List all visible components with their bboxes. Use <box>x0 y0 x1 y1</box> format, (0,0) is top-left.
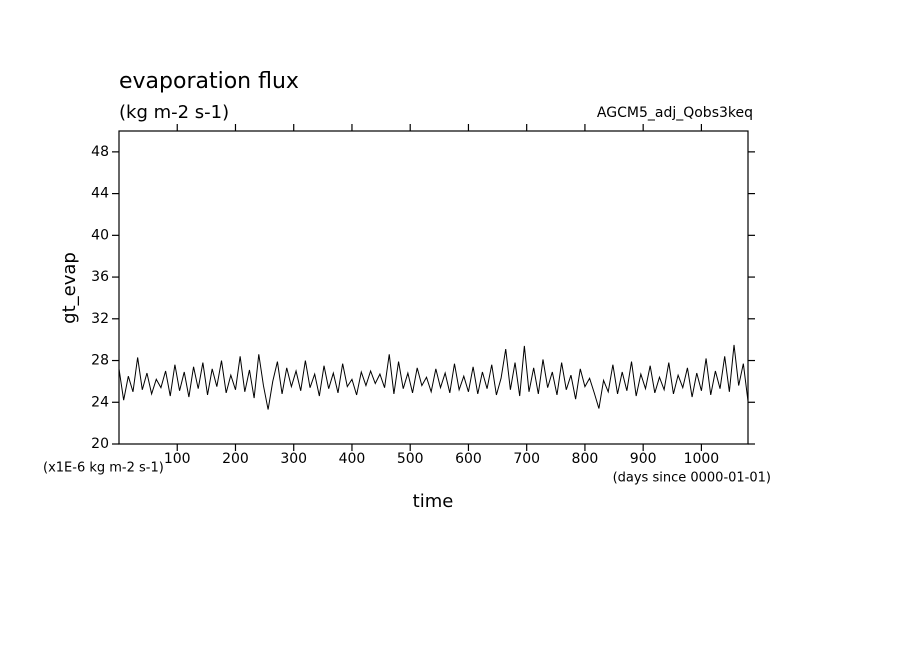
y-tick-label: 48 <box>91 144 109 160</box>
x-tick-label: 900 <box>630 451 657 467</box>
x-unit-note: (days since 0000-01-01) <box>613 471 771 486</box>
y-tick-label: 28 <box>91 353 109 369</box>
y-tick-label: 32 <box>91 311 109 327</box>
x-tick-label: 800 <box>572 451 599 467</box>
chart-subtitle: (kg m-2 s-1) <box>119 102 229 123</box>
x-tick-label: 300 <box>280 451 307 467</box>
annotation: AGCM5_adj_Qobs3keq <box>597 105 753 121</box>
y-tick-label: 36 <box>91 269 109 285</box>
y-unit-note: (x1E-6 kg m-2 s-1) <box>43 461 164 476</box>
data-line <box>118 344 749 410</box>
x-tick-label: 100 <box>164 451 191 467</box>
y-tick-label: 44 <box>91 186 109 202</box>
x-tick-label: 700 <box>513 451 540 467</box>
x-axis-label: time <box>413 491 454 512</box>
x-tick-label: 1000 <box>684 451 720 467</box>
chart-title: evaporation flux <box>119 69 299 94</box>
y-tick-label: 40 <box>91 227 109 243</box>
x-tick-label: 200 <box>222 451 249 467</box>
y-tick-label: 20 <box>91 436 109 452</box>
x-tick-label: 400 <box>339 451 366 467</box>
plot-frame <box>118 130 749 445</box>
y-tick-label: 24 <box>91 394 109 410</box>
x-tick-label: 500 <box>397 451 424 467</box>
y-axis-label: gt_evap <box>59 252 80 324</box>
x-tick-label: 600 <box>455 451 482 467</box>
